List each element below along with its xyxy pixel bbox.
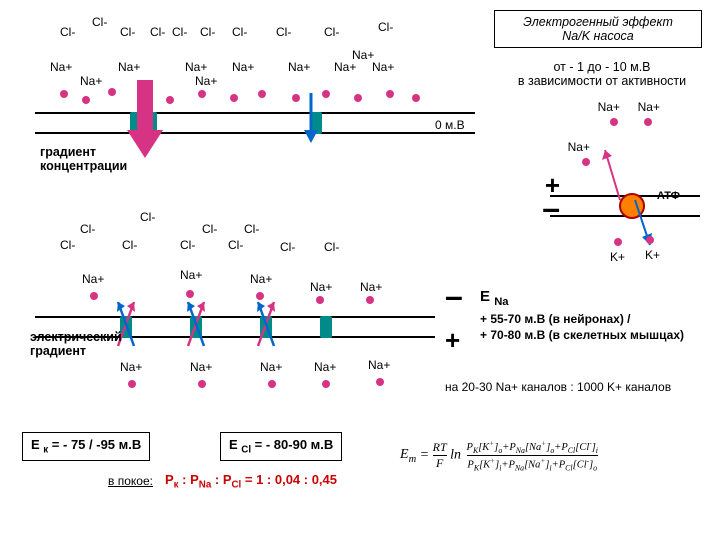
cl-label: Cl-: [122, 238, 137, 252]
ion-dot: [614, 238, 622, 246]
na-label: Na+: [360, 280, 382, 294]
ion-dot: [198, 90, 206, 98]
na-label: Na+: [195, 74, 217, 88]
ion-dot: [412, 94, 420, 102]
na-label: Na+: [250, 272, 272, 286]
na-label: Na+: [190, 360, 212, 374]
cl-label: Cl-: [228, 238, 243, 252]
ion-dot: [230, 94, 238, 102]
na-label: Na+: [120, 360, 142, 374]
cl-label: Cl-: [244, 222, 259, 236]
ion-dot: [258, 90, 266, 98]
na-label: Na+: [598, 100, 620, 114]
na-label: Na+: [118, 60, 140, 74]
k-label: K+: [645, 248, 660, 262]
cl-label: Cl-: [276, 25, 291, 39]
k-label: K+: [610, 250, 625, 264]
cl-label: Cl-: [324, 25, 339, 39]
ion-dot: [582, 158, 590, 166]
na-label: Na+: [314, 360, 336, 374]
title-l2: Na/K насоса: [562, 29, 634, 43]
zero-mv: 0 м.В: [435, 118, 465, 132]
na-label: Na+: [80, 74, 102, 88]
na-label: Na+: [310, 280, 332, 294]
cl-label: Cl-: [202, 222, 217, 236]
na-label: Na+: [638, 100, 660, 114]
na-label: Na+: [372, 60, 394, 74]
ion-dot: [166, 96, 174, 104]
ion-dot: [644, 118, 652, 126]
minus-sign: –: [542, 202, 560, 215]
ek-box: E к = - 75 / -95 м.В: [22, 432, 150, 461]
ion-dot: [108, 88, 116, 96]
ion-dot: [82, 96, 90, 104]
e-na-detail1: + 55-70 м.В (в нейронах) /: [480, 312, 631, 326]
plus-sign: +: [445, 325, 460, 356]
minus-sign: –: [445, 290, 463, 303]
na-label: Na+: [260, 360, 282, 374]
e-na-detail2: + 70-80 м.В (в скелетных мышцах): [480, 328, 684, 342]
opposing-arrows: [178, 296, 214, 356]
ion-dot: [386, 90, 394, 98]
goldman-equation: Em = RTF ln PK[K+]o+PNa[Na+]o+PCl[Cl-]i …: [400, 438, 710, 472]
ion-dot: [366, 296, 374, 304]
na-label: Na+: [50, 60, 72, 74]
rest-ratio: Pк : PNa : PCl = 1 : 0,04 : 0,45: [165, 472, 337, 491]
gradient-arrow-down: [125, 80, 165, 160]
cl-label: Cl-: [280, 240, 295, 254]
na-label: Na+: [334, 60, 356, 74]
ion-dot: [610, 118, 618, 126]
small-arrow: [298, 88, 324, 148]
electric-gradient-label: электрический градиент: [30, 330, 122, 358]
cl-label: Cl-: [150, 25, 165, 39]
ion-dot: [60, 90, 68, 98]
ion-dot: [376, 378, 384, 386]
ecl-box: E Cl = - 80-90 м.В: [220, 432, 342, 461]
ion-dot: [198, 380, 206, 388]
na-label: Na+: [82, 272, 104, 286]
na-label: Na+: [368, 358, 390, 372]
cl-label: Cl-: [120, 25, 135, 39]
atp-label: АТФ: [657, 190, 680, 202]
cl-label: Cl-: [92, 15, 107, 29]
membrane-line: [35, 112, 475, 114]
cl-label: Cl-: [60, 238, 75, 252]
ion-dot: [646, 236, 654, 244]
channels-ratio: на 20-30 Na+ каналов : 1000 K+ каналов: [445, 380, 671, 394]
e-na-label: E Na: [480, 288, 509, 308]
pump-arrows: [600, 140, 660, 250]
cl-label: Cl-: [80, 222, 95, 236]
ion-dot: [322, 380, 330, 388]
ion-dot: [268, 380, 276, 388]
na-label: Na+: [232, 60, 254, 74]
cl-label: Cl-: [200, 25, 215, 39]
channel: [320, 316, 332, 338]
ion-dot: [90, 292, 98, 300]
title-box: Электрогенный эффект Na/K насоса: [494, 10, 702, 48]
na-label: Na+: [288, 60, 310, 74]
na-label: Na+: [180, 268, 202, 282]
na-label: Na+: [568, 140, 590, 154]
na-label: Na+: [185, 60, 207, 74]
cl-label: Cl-: [180, 238, 195, 252]
ion-dot: [316, 296, 324, 304]
membrane-line: [35, 132, 475, 134]
cl-label: Cl-: [378, 20, 393, 34]
na-label: Na+: [352, 48, 374, 62]
cl-label: Cl-: [324, 240, 339, 254]
membrane-line: [35, 316, 435, 318]
cl-label: Cl-: [172, 25, 187, 39]
ion-dot: [354, 94, 362, 102]
cl-label: Cl-: [60, 25, 75, 39]
ion-dot: [128, 380, 136, 388]
cl-label: Cl-: [232, 25, 247, 39]
rest-label: в покое:: [108, 474, 153, 488]
title-l1: Электрогенный эффект: [523, 15, 673, 29]
effect-text: от - 1 до - 10 м.В в зависимости от акти…: [502, 60, 702, 88]
cl-label: Cl-: [140, 210, 155, 224]
gradient-concentration-label: градиент концентрации: [40, 145, 127, 173]
opposing-arrows: [248, 296, 284, 356]
